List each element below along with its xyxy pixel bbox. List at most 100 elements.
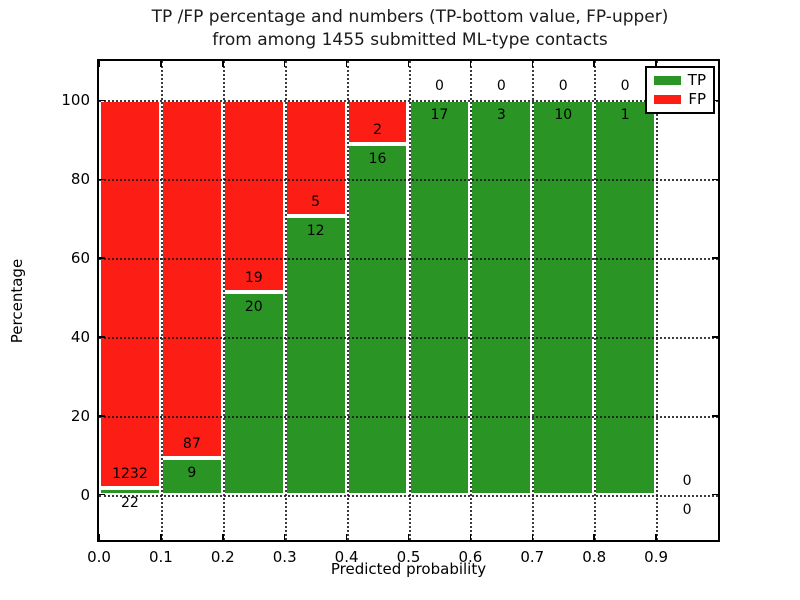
- x-tick-mark: [222, 61, 224, 67]
- x-tick-label: 0.0: [87, 548, 111, 566]
- vertical-gridline: [470, 61, 473, 540]
- x-tick-mark: [407, 61, 410, 67]
- y-tick-label: 40: [70, 327, 90, 346]
- legend: TP FP: [645, 66, 715, 114]
- x-tick-mark: [98, 534, 100, 540]
- legend-item-tp: TP: [654, 73, 706, 88]
- x-tick-label: 0.5: [396, 548, 421, 566]
- tp-count-label: 10: [554, 107, 573, 124]
- x-tick-label: 0.4: [334, 548, 359, 566]
- vertical-gridline: [222, 61, 225, 540]
- chart-title-line2: from among 1455 submitted ML-type contac…: [212, 30, 608, 50]
- x-tick-label: 0.3: [272, 548, 297, 566]
- x-tick-label: 0.9: [644, 548, 669, 566]
- fp-count-label: 87: [182, 435, 201, 452]
- tp-count-label: 9: [187, 464, 197, 481]
- legend-label-fp: FP: [688, 90, 706, 108]
- x-axis-label: Predicted probability: [330, 560, 487, 578]
- fp-count-label: 0: [434, 78, 444, 95]
- x-tick-mark: [655, 534, 657, 540]
- horizontal-gridline: [99, 258, 718, 261]
- y-tick-mark: [99, 178, 105, 181]
- fp-count-label: 0: [682, 472, 692, 489]
- y-tick-label: 20: [70, 406, 90, 425]
- legend-item-fp: FP: [654, 92, 706, 107]
- vertical-gridline: [346, 61, 349, 540]
- tp-count-label: 22: [121, 494, 139, 511]
- tp-count-label: 17: [430, 107, 449, 124]
- x-tick-mark: [222, 534, 224, 540]
- vertical-gridline: [594, 61, 597, 540]
- x-tick-mark: [345, 534, 348, 540]
- fp-count-label: 5: [311, 194, 321, 211]
- horizontal-gridline: [99, 415, 718, 418]
- horizontal-gridline: [99, 494, 718, 497]
- fp-count-label: 0: [620, 78, 630, 95]
- y-tick-mark: [99, 257, 105, 259]
- fp-count-label: 19: [244, 270, 263, 287]
- fp-bar-segment: [284, 100, 347, 217]
- x-tick-mark: [469, 61, 472, 67]
- x-tick-mark: [98, 61, 100, 67]
- x-tick-label: 0.8: [582, 548, 607, 566]
- tp-count-label: 1: [620, 107, 630, 124]
- x-tick-mark: [593, 61, 595, 67]
- grid-layer: [99, 61, 718, 540]
- vertical-gridline: [656, 61, 659, 540]
- y-tick-label: 80: [70, 170, 90, 189]
- tp-bar-segment: [284, 216, 347, 495]
- vertical-gridline: [408, 61, 411, 540]
- fp-bar-segment: [346, 100, 409, 145]
- x-tick-mark: [407, 534, 410, 540]
- y-tick-mark: [712, 99, 718, 102]
- tp-count-label: 16: [368, 151, 387, 168]
- tp-bar-segment: [346, 144, 409, 495]
- x-tick-label: 0.6: [458, 548, 483, 566]
- tick-marks-layer: [98, 61, 718, 540]
- fp-bar-segment: [222, 100, 285, 293]
- y-tick-mark: [712, 257, 718, 259]
- vertical-gridline: [284, 61, 287, 540]
- chart-title: TP /FP percentage and numbers (TP-bottom…: [60, 6, 760, 52]
- horizontal-gridline: [99, 336, 718, 339]
- y-tick-mark: [712, 178, 718, 181]
- chart-title-line1: TP /FP percentage and numbers (TP-bottom…: [151, 7, 669, 27]
- y-tick-mark: [712, 493, 718, 496]
- fp-count-label: 1232: [112, 465, 148, 482]
- bars-layer: [99, 61, 718, 540]
- x-tick-mark: [283, 61, 286, 67]
- x-tick-mark: [283, 534, 286, 540]
- y-tick-label: 0: [80, 485, 90, 504]
- legend-label-tp: TP: [687, 71, 706, 89]
- x-tick-mark: [345, 61, 348, 67]
- fp-color-swatch: [654, 95, 681, 104]
- fp-count-label: 2: [373, 122, 383, 139]
- x-tick-label: 0.7: [520, 548, 545, 566]
- fp-count-label: 0: [558, 78, 568, 95]
- y-tick-mark: [99, 336, 105, 338]
- horizontal-gridline: [99, 179, 718, 182]
- x-tick-mark: [160, 61, 162, 67]
- fp-count-label: 0: [496, 78, 506, 95]
- x-tick-mark: [593, 534, 595, 540]
- x-tick-label: 0.2: [210, 548, 235, 566]
- y-tick-mark: [99, 415, 105, 417]
- bar-count-labels-layer: 1232 22 87 9 19 20 5 12 2 16 0 17 0 3 0 10 0 1 0 0: [99, 61, 718, 540]
- fp-bar-segment: [99, 100, 161, 488]
- x-tick-mark: [160, 534, 162, 540]
- x-tick-label: 0.1: [148, 548, 173, 566]
- y-tick-mark: [712, 415, 718, 417]
- x-tick-mark: [531, 534, 534, 540]
- y-tick-mark: [712, 336, 718, 338]
- tp-count-label: 3: [496, 107, 506, 124]
- y-tick-mark: [99, 99, 105, 102]
- tp-bar-segment: [470, 100, 533, 495]
- tp-bar-segment: [99, 487, 161, 495]
- vertical-gridline: [160, 61, 163, 540]
- horizontal-gridline: [99, 100, 718, 103]
- vertical-gridline: [532, 61, 535, 540]
- tp-bar-segment: [160, 457, 223, 495]
- plot-area: 1232 22 87 9 19 20 5 12 2 16 0 17 0 3 0 10 0 1 0 0: [97, 59, 720, 542]
- y-tick-label: 100: [61, 91, 90, 110]
